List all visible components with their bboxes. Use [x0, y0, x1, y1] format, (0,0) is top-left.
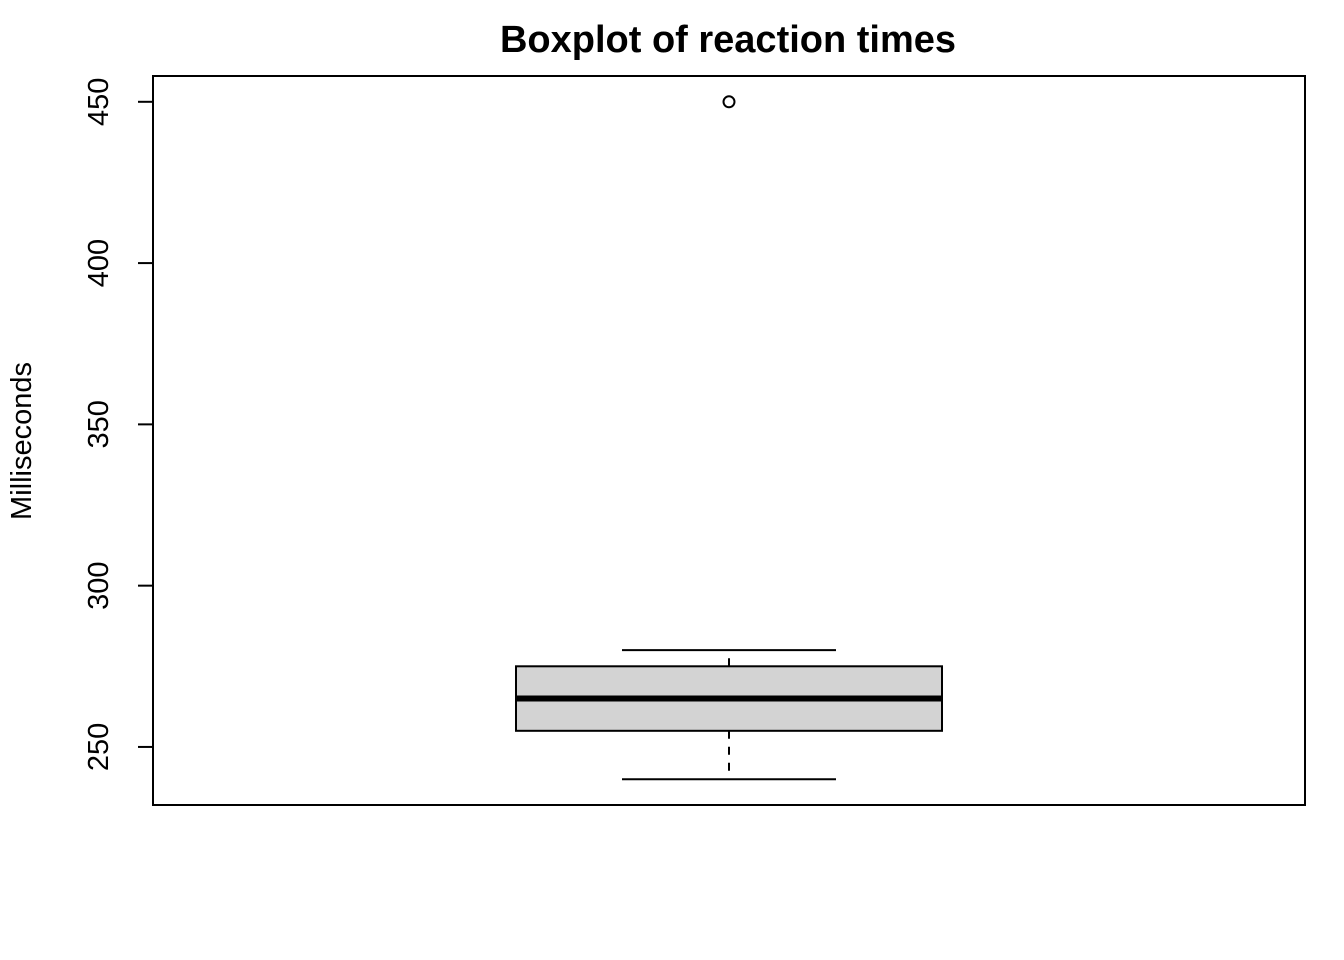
y-tick-label: 450	[83, 78, 115, 126]
boxplot-marks	[515, 95, 943, 781]
y-tick-label: 400	[83, 239, 115, 287]
chart-title: Boxplot of reaction times	[500, 19, 956, 61]
y-axis-ticks: 250 300 350 400 450	[83, 78, 153, 771]
outlier-point	[722, 95, 736, 109]
y-tick-label: 300	[83, 561, 115, 609]
y-axis-label: Milliseconds	[6, 362, 38, 520]
y-tick-label: 250	[83, 723, 115, 771]
y-tick-label: 350	[83, 400, 115, 448]
